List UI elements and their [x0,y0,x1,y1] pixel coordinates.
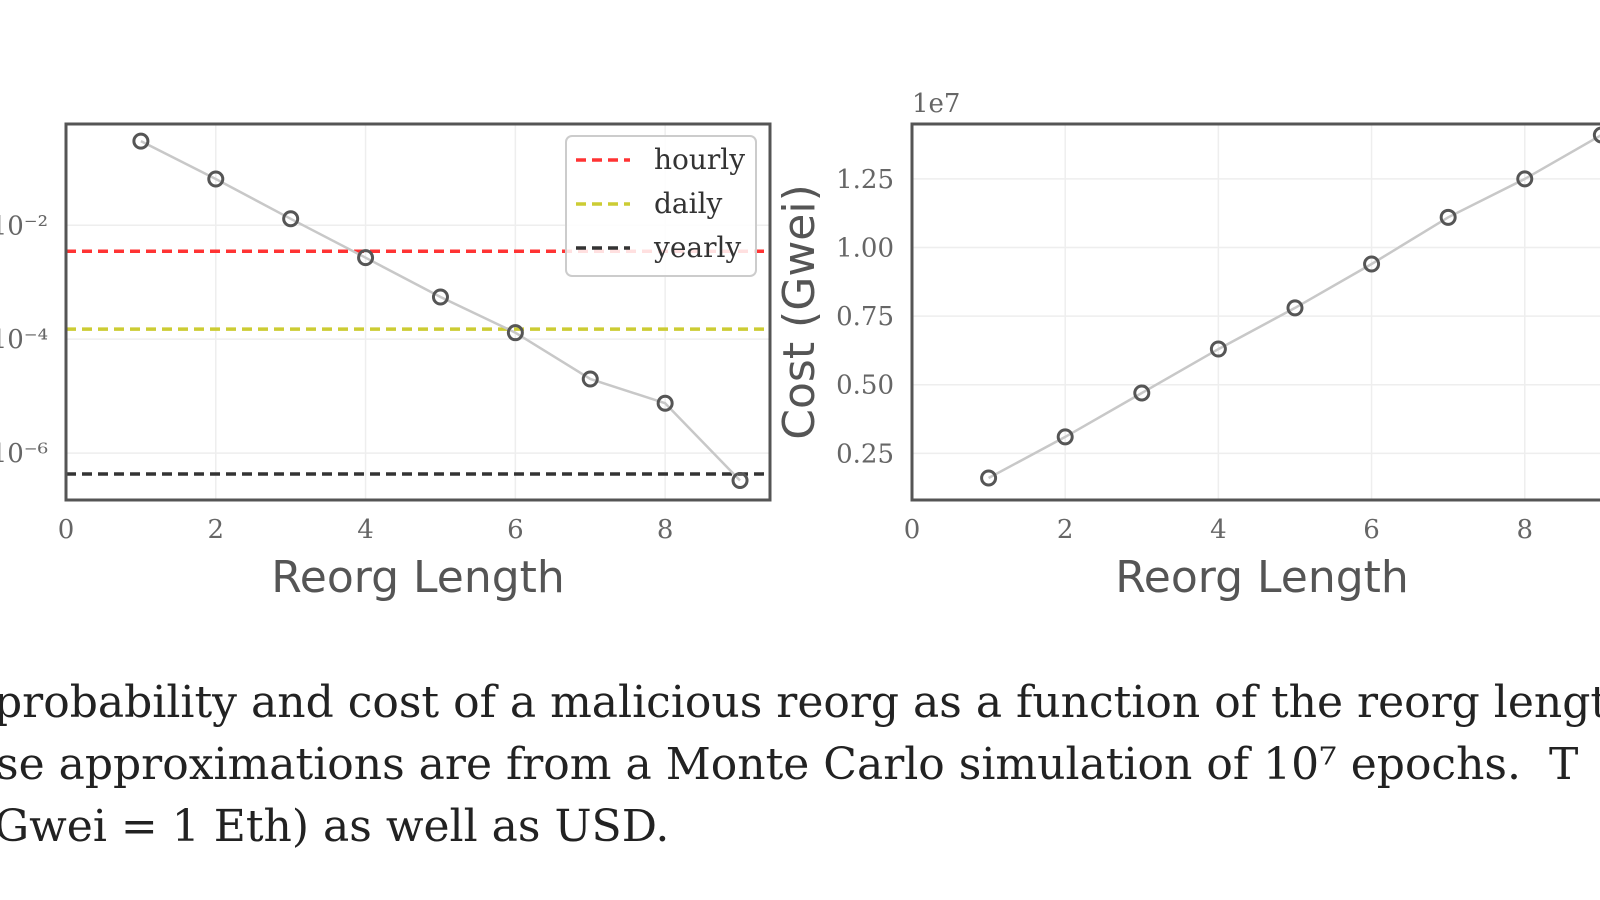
x-tick-labels: 0 2 4 6 8 [58,515,674,545]
reorg-probability-chart: 0 2 4 6 8 10⁻² 10⁻⁴ 10⁻⁶ Reorg Length hourly da… [0,122,772,603]
x-axis-title: Reorg Length [1115,552,1409,603]
data-point [132,132,150,150]
data-point [1439,208,1457,226]
legend-label: hourly [654,143,745,176]
plot-frame [910,122,1600,502]
data-point [431,288,449,306]
x-tick-label: 0 [58,515,75,545]
y-tick-labels: 0.25 0.50 0.75 1.00 1.25 [836,165,894,469]
data-point [506,324,524,342]
y-tick-label: 1.25 [836,165,894,195]
x-tick-label: 8 [657,515,674,545]
x-tick-label: 6 [1363,515,1380,545]
caption-line: probability and cost of a malicious reor… [0,677,1600,728]
y-tick-label: 1.00 [836,234,894,264]
probability-series [132,132,749,489]
x-tick-label: 2 [208,515,225,545]
caption-line: se approximations are from a Monte Carlo… [0,739,1579,790]
legend-box [565,135,757,277]
legend: hourly daily yearly [565,135,757,277]
data-point [1056,428,1074,446]
data-point [1133,384,1151,402]
y-tick-labels: 10⁻² 10⁻⁴ 10⁻⁶ [0,211,48,469]
caption-line: Gwei = 1 Eth) as well as USD. [0,801,670,852]
cost-series [980,126,1600,487]
y-tick-label: 10⁻² [0,211,48,241]
y-tick-label: 0.25 [836,439,894,469]
data-point [1592,126,1600,144]
y-multiplier-label: 1e7 [912,89,960,119]
y-tick-label: 0.75 [836,302,894,332]
data-point [656,394,674,412]
reorg-cost-chart: 0 2 4 6 8 0.25 0.50 0.75 1.00 1.25 1e7 Reorg Len… [774,89,1600,603]
figure-caption: probability and cost of a malicious reor… [0,672,1600,858]
x-tick-label: 6 [507,515,524,545]
data-point [357,249,375,267]
legend-label: daily [654,187,723,220]
x-tick-label: 4 [1210,515,1227,545]
series-line [140,139,741,482]
x-tick-labels: 0 2 4 6 8 [904,515,1533,545]
data-point [980,469,998,487]
grid-lines [911,124,1600,500]
x-tick-label: 8 [1516,515,1533,545]
data-point [1209,340,1227,358]
y-tick-label: 10⁻⁶ [0,439,48,469]
y-axis-title: Cost (Gwei) [774,184,825,440]
reference-lines [66,249,770,476]
data-point [1286,299,1304,317]
data-point [1363,255,1381,273]
x-tick-label: 2 [1057,515,1074,545]
data-point [282,210,300,228]
y-tick-label: 0.50 [836,371,894,401]
x-axis-title: Reorg Length [271,552,565,603]
series-line [988,134,1600,480]
data-point [1516,170,1534,188]
data-point [581,370,599,388]
plot-frame [64,122,772,502]
legend-label: yearly [653,231,741,264]
data-point [731,471,749,489]
data-point [207,170,225,188]
x-tick-label: 4 [357,515,374,545]
y-tick-label: 10⁻⁴ [0,325,48,355]
x-tick-label: 0 [904,515,921,545]
